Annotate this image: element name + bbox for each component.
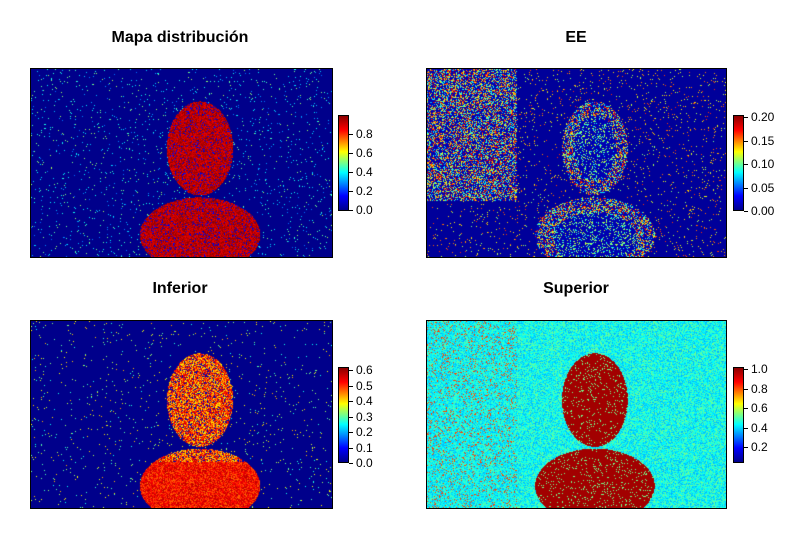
colorbar-tick-label: 0.6	[356, 363, 373, 377]
colorbar-tick-label: 0.2	[356, 184, 373, 198]
colorbar-tick-label: 0.15	[751, 133, 775, 148]
panel-title-inferior: Inferior	[152, 280, 208, 297]
colorbar-tick-mark	[349, 172, 353, 173]
colorbar-tick-mark	[349, 401, 353, 402]
colorbar-tick-mark	[744, 447, 748, 448]
colorbar-tick-label: 0.1	[356, 440, 373, 455]
colorbar-tick-mark	[349, 134, 353, 135]
colorbar-tick-label: 0.20	[751, 110, 775, 124]
map-upper-bound	[426, 320, 727, 509]
colorbar-tick-label: 0.4	[356, 394, 373, 408]
colorbar-tick-label: 0.4	[751, 420, 768, 435]
colorbar-tick-mark	[744, 117, 748, 118]
colorbar-tick-mark	[744, 388, 748, 390]
panel-title-ee: EE	[565, 29, 587, 46]
colorbar-tick-mark	[744, 211, 748, 212]
colorbar-tick-mark	[744, 187, 748, 189]
map-standard-error	[426, 68, 727, 258]
colorbar-tick-label: 0.0	[356, 456, 373, 470]
colorbar-tick-label: 0.4	[356, 165, 373, 179]
colorbar-tick-label: 0.8	[356, 127, 373, 141]
colorbar-tick-mark	[744, 369, 748, 370]
colorbar-tick-label: 1.0	[751, 362, 768, 376]
colorbar-tick-mark	[349, 370, 353, 371]
panel-title-mapa-distribucion: Mapa distribución	[111, 29, 249, 46]
colorbar-lower-bound	[338, 367, 349, 463]
colorbar-tick-mark	[744, 140, 748, 142]
colorbar-tick-label: 0.00	[751, 204, 775, 218]
colorbar-tick-label: 0.6	[356, 146, 373, 160]
colorbar-tick-label: 0.5	[356, 378, 373, 393]
map-distribution	[30, 68, 333, 258]
colorbar-distribution	[338, 115, 349, 211]
colorbar-tick-mark	[744, 427, 748, 429]
colorbar-tick-mark	[349, 447, 353, 449]
colorbar-tick-label: 0.2	[751, 440, 768, 454]
colorbar-tick-mark	[744, 164, 748, 165]
colorbar-upper-bound	[733, 367, 744, 463]
map-lower-bound	[30, 320, 333, 509]
colorbar-tick-label: 0.6	[751, 401, 768, 415]
panel-title-superior: Superior	[543, 280, 609, 297]
colorbar-tick-mark	[349, 210, 353, 211]
colorbar-tick-mark	[744, 408, 748, 409]
colorbar-tick-label: 0.0	[356, 203, 373, 217]
colorbar-tick-mark	[349, 153, 353, 154]
colorbar-standard-error	[733, 115, 744, 211]
colorbar-tick-mark	[349, 191, 353, 192]
colorbar-tick-label: 0.05	[751, 180, 775, 195]
colorbar-tick-label: 0.3	[356, 409, 373, 424]
colorbar-tick-label: 0.2	[356, 425, 373, 439]
colorbar-tick-label: 0.8	[751, 381, 768, 396]
colorbar-tick-mark	[349, 463, 353, 464]
colorbar-tick-mark	[349, 385, 353, 387]
colorbar-tick-mark	[349, 416, 353, 418]
colorbar-tick-label: 0.10	[751, 157, 775, 171]
colorbar-tick-mark	[349, 432, 353, 433]
